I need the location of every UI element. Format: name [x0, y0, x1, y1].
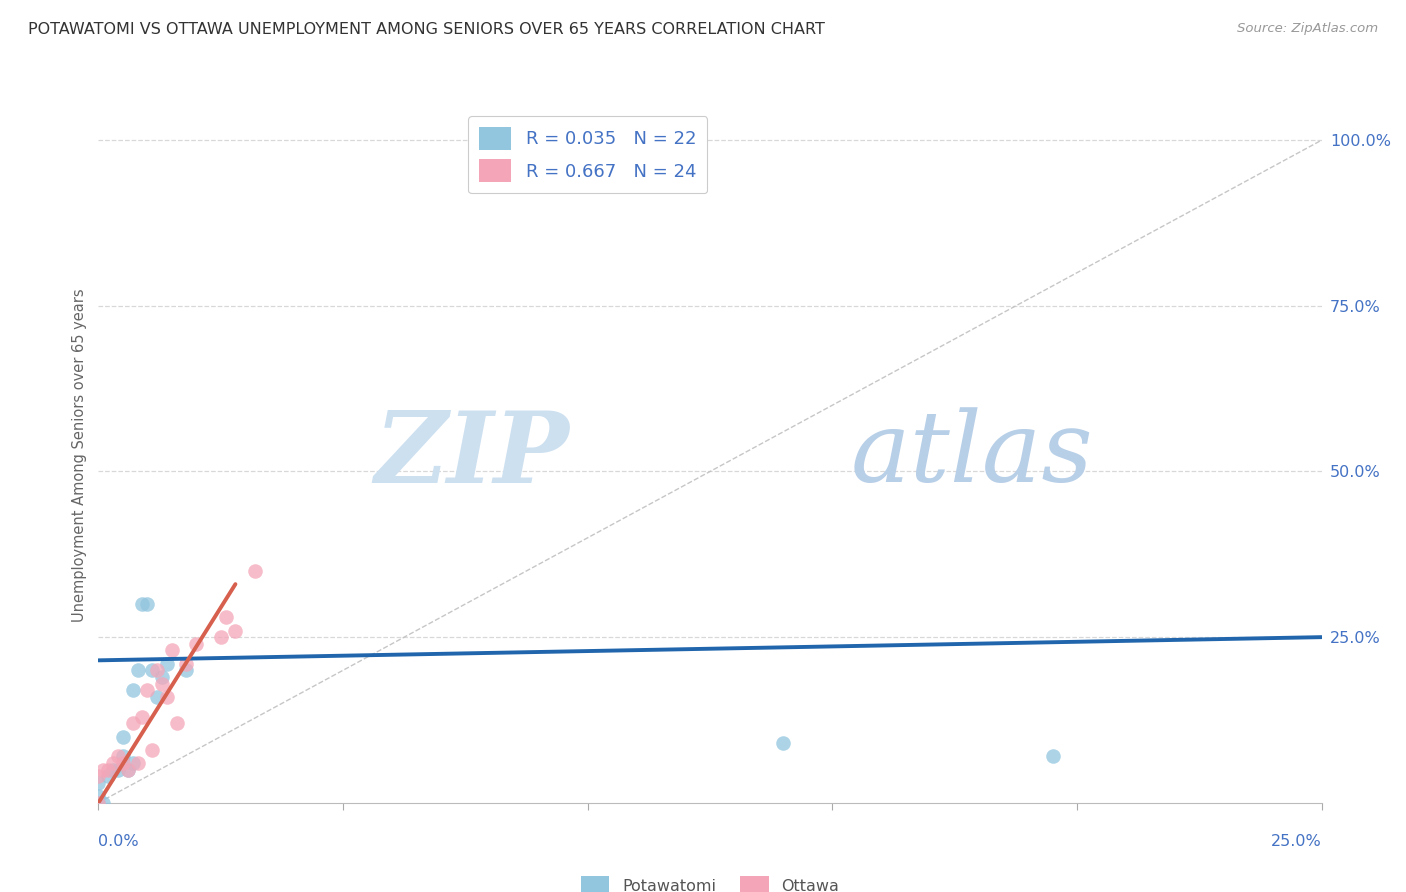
Point	[146, 663, 169, 677]
Point	[111, 756, 134, 770]
Point	[111, 749, 134, 764]
Text: ZIP: ZIP	[374, 407, 569, 503]
Point	[107, 763, 129, 777]
Point	[87, 796, 110, 810]
Point	[101, 763, 124, 777]
Point	[107, 749, 129, 764]
Point	[166, 716, 188, 731]
Point	[131, 709, 153, 723]
Point	[87, 789, 110, 804]
Text: Source: ZipAtlas.com: Source: ZipAtlas.com	[1237, 22, 1378, 36]
Point	[91, 796, 114, 810]
Point	[136, 683, 159, 698]
Point	[141, 743, 163, 757]
Point	[150, 670, 173, 684]
Point	[117, 763, 139, 777]
Point	[209, 630, 232, 644]
Point	[97, 763, 120, 777]
Point	[1042, 749, 1064, 764]
Point	[150, 676, 173, 690]
Point	[772, 736, 794, 750]
Point	[111, 730, 134, 744]
Point	[156, 690, 179, 704]
Text: atlas: atlas	[851, 408, 1094, 502]
Legend: Potawatomi, Ottawa: Potawatomi, Ottawa	[574, 870, 846, 892]
Text: 25.0%: 25.0%	[1271, 834, 1322, 849]
Point	[87, 769, 110, 783]
Point	[91, 763, 114, 777]
Point	[87, 776, 110, 790]
Point	[156, 657, 179, 671]
Point	[186, 637, 208, 651]
Point	[127, 663, 149, 677]
Point	[101, 756, 124, 770]
Point	[131, 597, 153, 611]
Point	[121, 716, 143, 731]
Point	[160, 643, 183, 657]
Point	[214, 610, 236, 624]
Point	[97, 769, 120, 783]
Point	[87, 796, 110, 810]
Point	[146, 690, 169, 704]
Text: 0.0%: 0.0%	[98, 834, 139, 849]
Y-axis label: Unemployment Among Seniors over 65 years: Unemployment Among Seniors over 65 years	[72, 288, 87, 622]
Point	[243, 564, 266, 578]
Point	[224, 624, 246, 638]
Point	[121, 683, 143, 698]
Point	[117, 763, 139, 777]
Point	[136, 597, 159, 611]
Point	[127, 756, 149, 770]
Text: POTAWATOMI VS OTTAWA UNEMPLOYMENT AMONG SENIORS OVER 65 YEARS CORRELATION CHART: POTAWATOMI VS OTTAWA UNEMPLOYMENT AMONG …	[28, 22, 825, 37]
Point	[176, 663, 198, 677]
Point	[141, 663, 163, 677]
Point	[176, 657, 198, 671]
Point	[121, 756, 143, 770]
